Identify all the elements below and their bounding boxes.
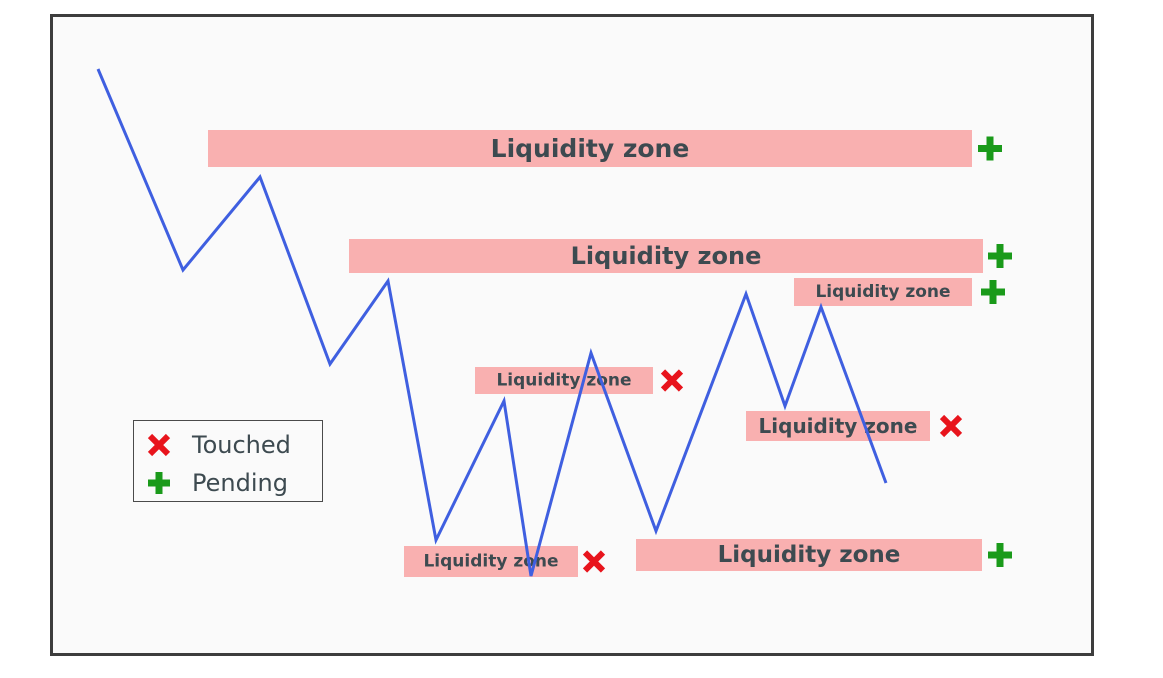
plus-icon bbox=[988, 244, 1012, 268]
zone-label: Liquidity zone bbox=[496, 371, 631, 391]
plus-icon bbox=[148, 472, 170, 494]
zone-band bbox=[636, 539, 982, 571]
plus-icon bbox=[978, 136, 1002, 161]
zone-label: Liquidity zone bbox=[571, 242, 762, 270]
zones-layer: Liquidity zone Liquidity zone Liquidity zo… bbox=[208, 130, 1012, 577]
legend: Touched Pending bbox=[133, 420, 323, 502]
cross-icon bbox=[147, 433, 171, 457]
liquidity-zone: Liquidity zone bbox=[794, 278, 1005, 306]
liquidity-zone: Liquidity zone bbox=[475, 367, 684, 394]
liquidity-zone: Liquidity zone bbox=[746, 411, 963, 441]
plus-icon bbox=[988, 543, 1012, 567]
liquidity-zone: Liquidity zone bbox=[636, 539, 1012, 571]
plus-icon bbox=[981, 280, 1005, 304]
zone-label: Liquidity zone bbox=[815, 282, 950, 302]
zone-band bbox=[208, 130, 972, 167]
liquidity-zone: Liquidity zone bbox=[404, 546, 606, 577]
cross-icon bbox=[660, 369, 684, 392]
zone-band bbox=[404, 546, 578, 577]
legend-item-pending: Pending bbox=[146, 465, 288, 501]
cross-icon bbox=[939, 414, 963, 438]
liquidity-zone: Liquidity zone bbox=[208, 130, 1002, 167]
zone-label: Liquidity zone bbox=[491, 134, 690, 163]
price-line bbox=[96, 68, 888, 577]
zone-label: Liquidity zone bbox=[718, 542, 901, 568]
legend-item-touched: Touched bbox=[146, 427, 291, 463]
cross-icon bbox=[582, 550, 606, 573]
zone-band bbox=[349, 239, 983, 273]
legend-touched-label: Touched bbox=[192, 431, 291, 459]
liquidity-zone: Liquidity zone bbox=[349, 239, 1012, 273]
zone-band bbox=[794, 278, 972, 306]
zone-band bbox=[746, 411, 930, 441]
legend-pending-label: Pending bbox=[192, 469, 288, 497]
zone-band bbox=[475, 367, 653, 394]
zone-label: Liquidity zone bbox=[759, 414, 918, 438]
zone-label: Liquidity zone bbox=[423, 552, 558, 572]
